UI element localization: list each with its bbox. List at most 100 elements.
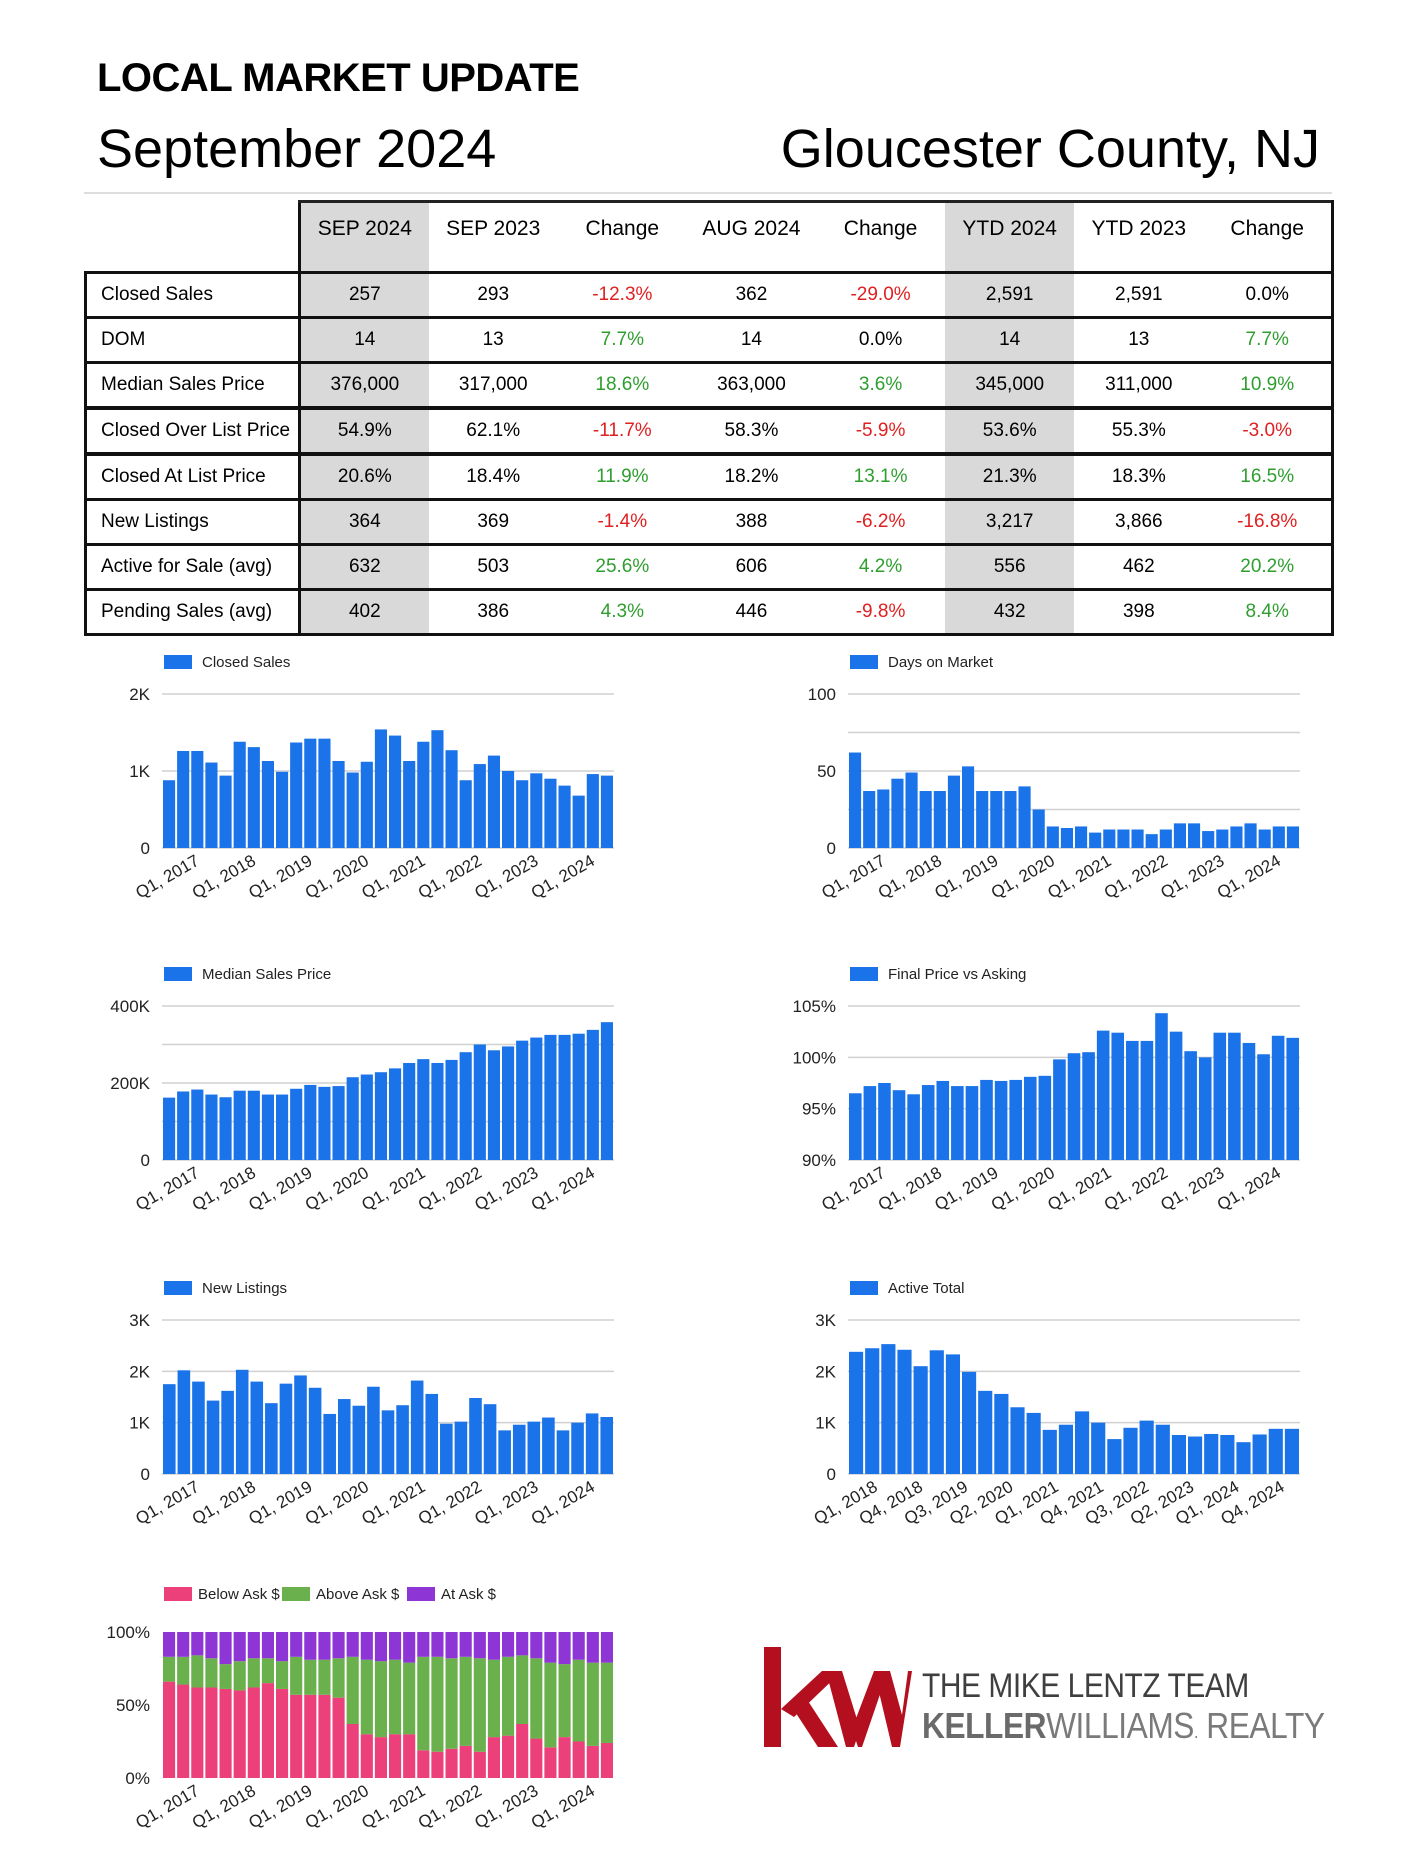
bar — [417, 1059, 430, 1160]
x-tick-label: Q1, 2021 — [1044, 1163, 1114, 1214]
bar — [965, 1086, 979, 1160]
table-header-row: SEP 2024 SEP 2023 Change AUG 2024 Change… — [86, 200, 1335, 256]
chart-legend: Final Price vs Asking — [850, 966, 1026, 983]
y-tick-label: 0 — [141, 1465, 150, 1484]
table-corner — [86, 202, 300, 256]
change-cell: 10.9% — [1203, 362, 1335, 410]
bar — [290, 742, 303, 848]
x-tick-label: Q1, 2020 — [302, 851, 372, 902]
bar — [586, 774, 599, 848]
row-label: New Listings — [84, 499, 301, 546]
row-label: DOM — [84, 317, 301, 364]
chart-svg: Final Price vs Asking 90% 95% 100% 105% Q1, 2… — [793, 966, 1300, 1214]
bar — [1145, 834, 1158, 848]
bar — [980, 1079, 993, 1160]
bar — [396, 1405, 409, 1474]
change-cell: -6.2% — [816, 499, 946, 546]
bar-below-ask — [487, 1737, 500, 1778]
bar — [1126, 1040, 1139, 1160]
bar — [1111, 1032, 1125, 1160]
bar — [1046, 826, 1059, 848]
days-on-market-chart: Days on Market 0 50 100 Q1, 2017 Q1, 2018 Q1, … — [778, 646, 1308, 916]
bar — [1009, 1079, 1022, 1160]
value-cell: 14 — [686, 317, 816, 364]
bar — [1268, 1428, 1283, 1474]
value-cell: 13 — [428, 317, 558, 364]
bar-above-ask — [516, 1655, 529, 1724]
x-tick-label: Q1, 2018 — [875, 1163, 945, 1214]
bar-below-ask — [544, 1747, 557, 1778]
bar-below-ask — [530, 1738, 543, 1778]
bar — [1198, 1057, 1212, 1160]
value-cell: 58.3% — [686, 408, 816, 456]
bar — [865, 1348, 880, 1474]
y-tick-label: 50 — [817, 762, 836, 781]
bar-above-ask — [558, 1664, 571, 1738]
x-tick-label: Q1, 2019 — [245, 1477, 315, 1528]
chart-svg: Below Ask $ Above Ask $ At Ask $ 0% 50% 100% Q… — [107, 1586, 613, 1832]
value-cell: 18.2% — [686, 454, 816, 501]
brokerage-name-rest: WILLIAMS — [1046, 1705, 1194, 1746]
bar — [483, 1404, 497, 1474]
bar — [1103, 829, 1116, 848]
bar — [265, 1403, 278, 1474]
bar-at-ask — [219, 1632, 232, 1665]
change-cell: 4.2% — [816, 544, 946, 591]
bar — [1258, 829, 1271, 848]
bar — [261, 760, 274, 848]
bar-at-ask — [360, 1632, 373, 1660]
row-label: Closed Sales — [84, 272, 301, 319]
bar — [891, 778, 904, 848]
x-tick-label: Q1, 2024 — [1214, 1163, 1284, 1214]
bar — [572, 795, 585, 848]
x-tick-label: Q1, 2018 — [875, 851, 945, 902]
bar-above-ask — [417, 1656, 430, 1751]
bar — [374, 1072, 387, 1160]
chart-legend: Active Total — [850, 1280, 964, 1297]
row-label: Median Sales Price — [84, 362, 301, 410]
bar — [1159, 829, 1172, 848]
bar — [473, 764, 486, 848]
bar-at-ask — [459, 1632, 472, 1657]
bar — [1257, 1054, 1270, 1160]
value-cell: 257 — [299, 272, 429, 319]
bars — [849, 1013, 1299, 1160]
bar — [530, 1037, 543, 1160]
value-cell: 362 — [686, 272, 816, 319]
x-tick-label: Q1, 2022 — [415, 1477, 485, 1528]
bar-at-ask — [233, 1632, 246, 1662]
bar — [516, 780, 529, 848]
y-tick-label: 100% — [793, 1048, 836, 1067]
bar — [440, 1423, 453, 1474]
value-cell: 53.6% — [945, 408, 1075, 456]
bar — [337, 1399, 351, 1474]
value-cell: 311,000 — [1074, 362, 1204, 410]
bar-above-ask — [487, 1659, 500, 1738]
team-name: THE MIKE LENTZ TEAM — [922, 1667, 1249, 1705]
bar — [1228, 1032, 1241, 1160]
col-header: YTD 2024 — [945, 200, 1075, 255]
bar — [163, 1097, 176, 1160]
bar-below-ask — [389, 1734, 402, 1778]
bar-above-ask — [233, 1661, 246, 1691]
bar — [994, 1080, 1008, 1160]
bar — [1139, 1420, 1154, 1474]
bar — [571, 1422, 584, 1474]
x-tick-label: Q1, 2023 — [1157, 1163, 1227, 1214]
new-listings-chart: New Listings 0 1K 2K 3K Q1, 2017 Q1, 2018 Q1, 2… — [92, 1272, 622, 1542]
bar-below-ask — [360, 1734, 373, 1778]
chart-legend: Closed Sales — [164, 654, 290, 671]
bar-below-ask — [219, 1688, 232, 1778]
bars — [163, 1632, 613, 1778]
bar — [586, 1029, 599, 1160]
change-cell: 0.0% — [1203, 272, 1335, 319]
col-header: YTD 2023 — [1074, 200, 1204, 255]
bars — [163, 1022, 613, 1160]
y-tick-label: 0 — [141, 839, 150, 858]
change-cell: 16.5% — [1203, 454, 1335, 501]
table-row: Pending Sales (avg) 402 386 4.3% 446 -9.8% 432… — [84, 589, 1335, 636]
bar — [206, 1400, 220, 1474]
bar — [1004, 791, 1017, 848]
